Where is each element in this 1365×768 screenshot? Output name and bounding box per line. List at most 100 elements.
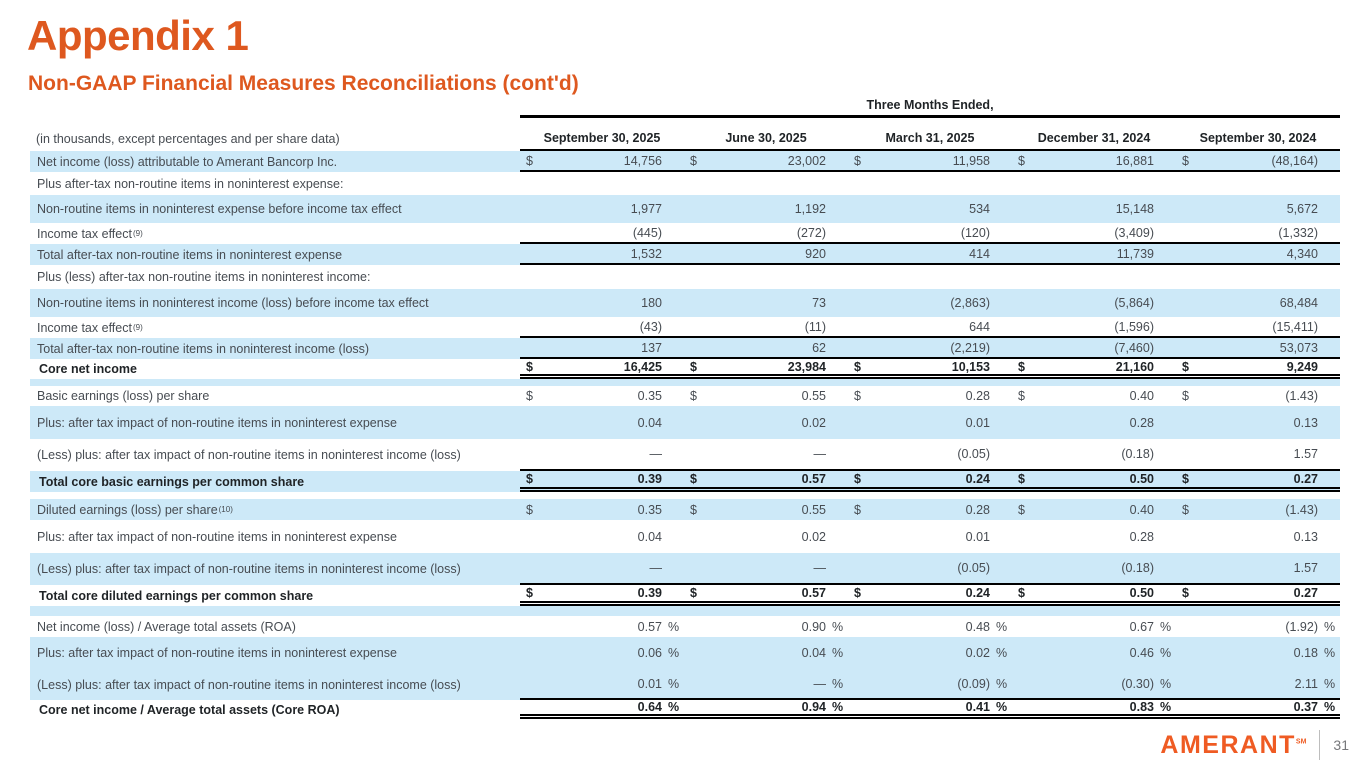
row-label: (Less) plus: after tax impact of non-rou… <box>30 669 520 700</box>
cell-value: (48,164) <box>1271 153 1318 168</box>
row-label: Non-routine items in noninterest income … <box>30 289 520 317</box>
table-row: Non-routine items in noninterest income … <box>30 289 1340 317</box>
dollar-sign: $ <box>1182 586 1189 600</box>
cell-value: — <box>813 676 827 691</box>
cell-value: 2.11 <box>1294 676 1318 691</box>
value-cell: 920 <box>684 244 848 263</box>
value-cell: 5,672 <box>1176 195 1340 223</box>
cell-value: (2,863) <box>950 296 990 310</box>
value-cell: 0.67% <box>1012 616 1176 637</box>
value-cell: 0.41% <box>848 700 1012 714</box>
page-subtitle: Non-GAAP Financial Measures Reconciliati… <box>28 72 579 95</box>
cell-value: 0.06 <box>637 646 662 660</box>
table-row: Non-routine items in noninterest expense… <box>30 195 1340 223</box>
dollar-sign: $ <box>1182 153 1189 168</box>
table-spacer-row <box>30 606 1340 616</box>
cell-value: 1.57 <box>1293 447 1318 461</box>
row-values: 0.64% 0.94% 0.41% 0.83% 0.37% <box>520 700 1340 719</box>
row-values: — — (0.05) (0.18) 1.57 <box>520 553 1340 585</box>
percent-sign: % <box>1160 676 1172 691</box>
value-cell: (43) <box>520 317 684 336</box>
cell-value: (0.09) <box>957 676 990 691</box>
value-cell: 0.48% <box>848 616 1012 637</box>
table-row: Plus (less) after-tax non-routine items … <box>30 265 1340 289</box>
cell-value: 920 <box>805 246 826 261</box>
value-cell: 0.64% <box>520 700 684 714</box>
row-values: $0.39 $0.57 $0.24 $0.50 $0.27 <box>520 471 1340 492</box>
table-column-header: December 31, 2024 <box>1037 131 1151 145</box>
row-label-text: Non-routine items in noninterest expense… <box>37 202 402 216</box>
value-cell: 73 <box>684 289 848 317</box>
value-cell: —% <box>684 669 848 698</box>
value-cell: (2,219) <box>848 338 1012 357</box>
value-cell: $0.39 <box>520 471 684 487</box>
cell-value: 0.83 <box>1129 700 1154 714</box>
value-cell: $0.57 <box>684 585 848 601</box>
dollar-sign: $ <box>1182 359 1189 374</box>
cell-value: 0.01 <box>965 415 990 430</box>
table-row: Total after-tax non-routine items in non… <box>30 338 1340 359</box>
row-label-text: Plus after-tax non-routine items in noni… <box>37 176 344 191</box>
dollar-sign: $ <box>854 153 861 168</box>
value-cell: — <box>520 439 684 469</box>
cell-value: 0.46 <box>1129 646 1154 660</box>
dollar-sign: $ <box>1018 502 1025 517</box>
cell-value: (1.43) <box>1285 502 1318 517</box>
dollar-sign: $ <box>690 502 697 517</box>
value-cell: 414 <box>848 244 1012 263</box>
cell-value: 0.28 <box>1129 529 1154 544</box>
cell-value: — <box>813 561 827 575</box>
value-cell: $0.27 <box>1176 471 1340 487</box>
percent-sign: % <box>832 619 844 634</box>
cell-value: (15,411) <box>1272 319 1318 334</box>
cell-value: (3,409) <box>1114 225 1154 240</box>
cell-value: — <box>649 561 663 575</box>
row-label: Core net income <box>30 359 520 379</box>
row-values: $14,756 $23,002 $11,958 $16,881 $ (48,164) <box>520 151 1340 172</box>
row-label: Total after-tax non-routine items in non… <box>30 244 520 265</box>
value-cell: 62 <box>684 338 848 357</box>
value-cell: $ (48,164) <box>1176 151 1340 170</box>
cell-value: 0.02 <box>965 646 990 660</box>
percent-sign: % <box>832 676 844 691</box>
row-values: $0.35 $0.55 $0.28 $0.40 $ (1.43) <box>520 386 1340 406</box>
value-cell: (1,596) <box>1012 317 1176 336</box>
cell-value: 0.41 <box>965 700 990 714</box>
row-label: Basic earnings (loss) per share <box>30 386 520 406</box>
cell-value: 1.57 <box>1293 561 1318 575</box>
cell-value: 0.27 <box>1293 586 1318 600</box>
value-cell: (272) <box>684 223 848 242</box>
value-cell: 0.57% <box>520 616 684 637</box>
cell-value: 0.50 <box>1129 472 1154 486</box>
percent-sign: % <box>832 646 844 660</box>
value-cell: 1.57 <box>1176 553 1340 583</box>
value-cell: 1,192 <box>684 195 848 223</box>
cell-value: 73 <box>812 296 826 310</box>
table-spacer-row <box>30 492 1340 499</box>
dollar-sign: $ <box>690 153 697 168</box>
value-cell: $23,002 <box>684 151 848 170</box>
value-cell: (7,460) <box>1012 338 1176 357</box>
cell-value: 0.04 <box>801 646 826 660</box>
row-values: 0.06% 0.04% 0.02% 0.46% 0.18% <box>520 637 1340 669</box>
row-values: (43) (11) 644 (1,596) (15,411) <box>520 317 1340 338</box>
percent-sign: % <box>832 700 844 714</box>
table-column-header: September 30, 2024 <box>1199 131 1317 145</box>
value-cell: $0.39 <box>520 585 684 601</box>
row-label-text: Income tax effect <box>37 320 132 335</box>
row-label-text: Plus: after tax impact of non-routine it… <box>37 415 397 430</box>
cell-value: 0.04 <box>637 415 662 430</box>
percent-sign: % <box>1324 700 1336 714</box>
footnote-ref: (9) <box>132 229 143 238</box>
cell-value: 0.24 <box>965 472 990 486</box>
value-cell: (15,411) <box>1176 317 1340 336</box>
value-cell: 0.04 <box>520 520 684 553</box>
dollar-sign: $ <box>690 586 697 600</box>
cell-value: 21,160 <box>1115 359 1154 374</box>
dollar-sign: $ <box>1018 359 1025 374</box>
value-cell: 0.28 <box>1012 520 1176 553</box>
cell-value: 0.94 <box>801 700 826 714</box>
dollar-sign: $ <box>1018 153 1025 168</box>
page-number: 31 <box>1333 737 1349 753</box>
value-cell: 137 <box>520 338 684 357</box>
